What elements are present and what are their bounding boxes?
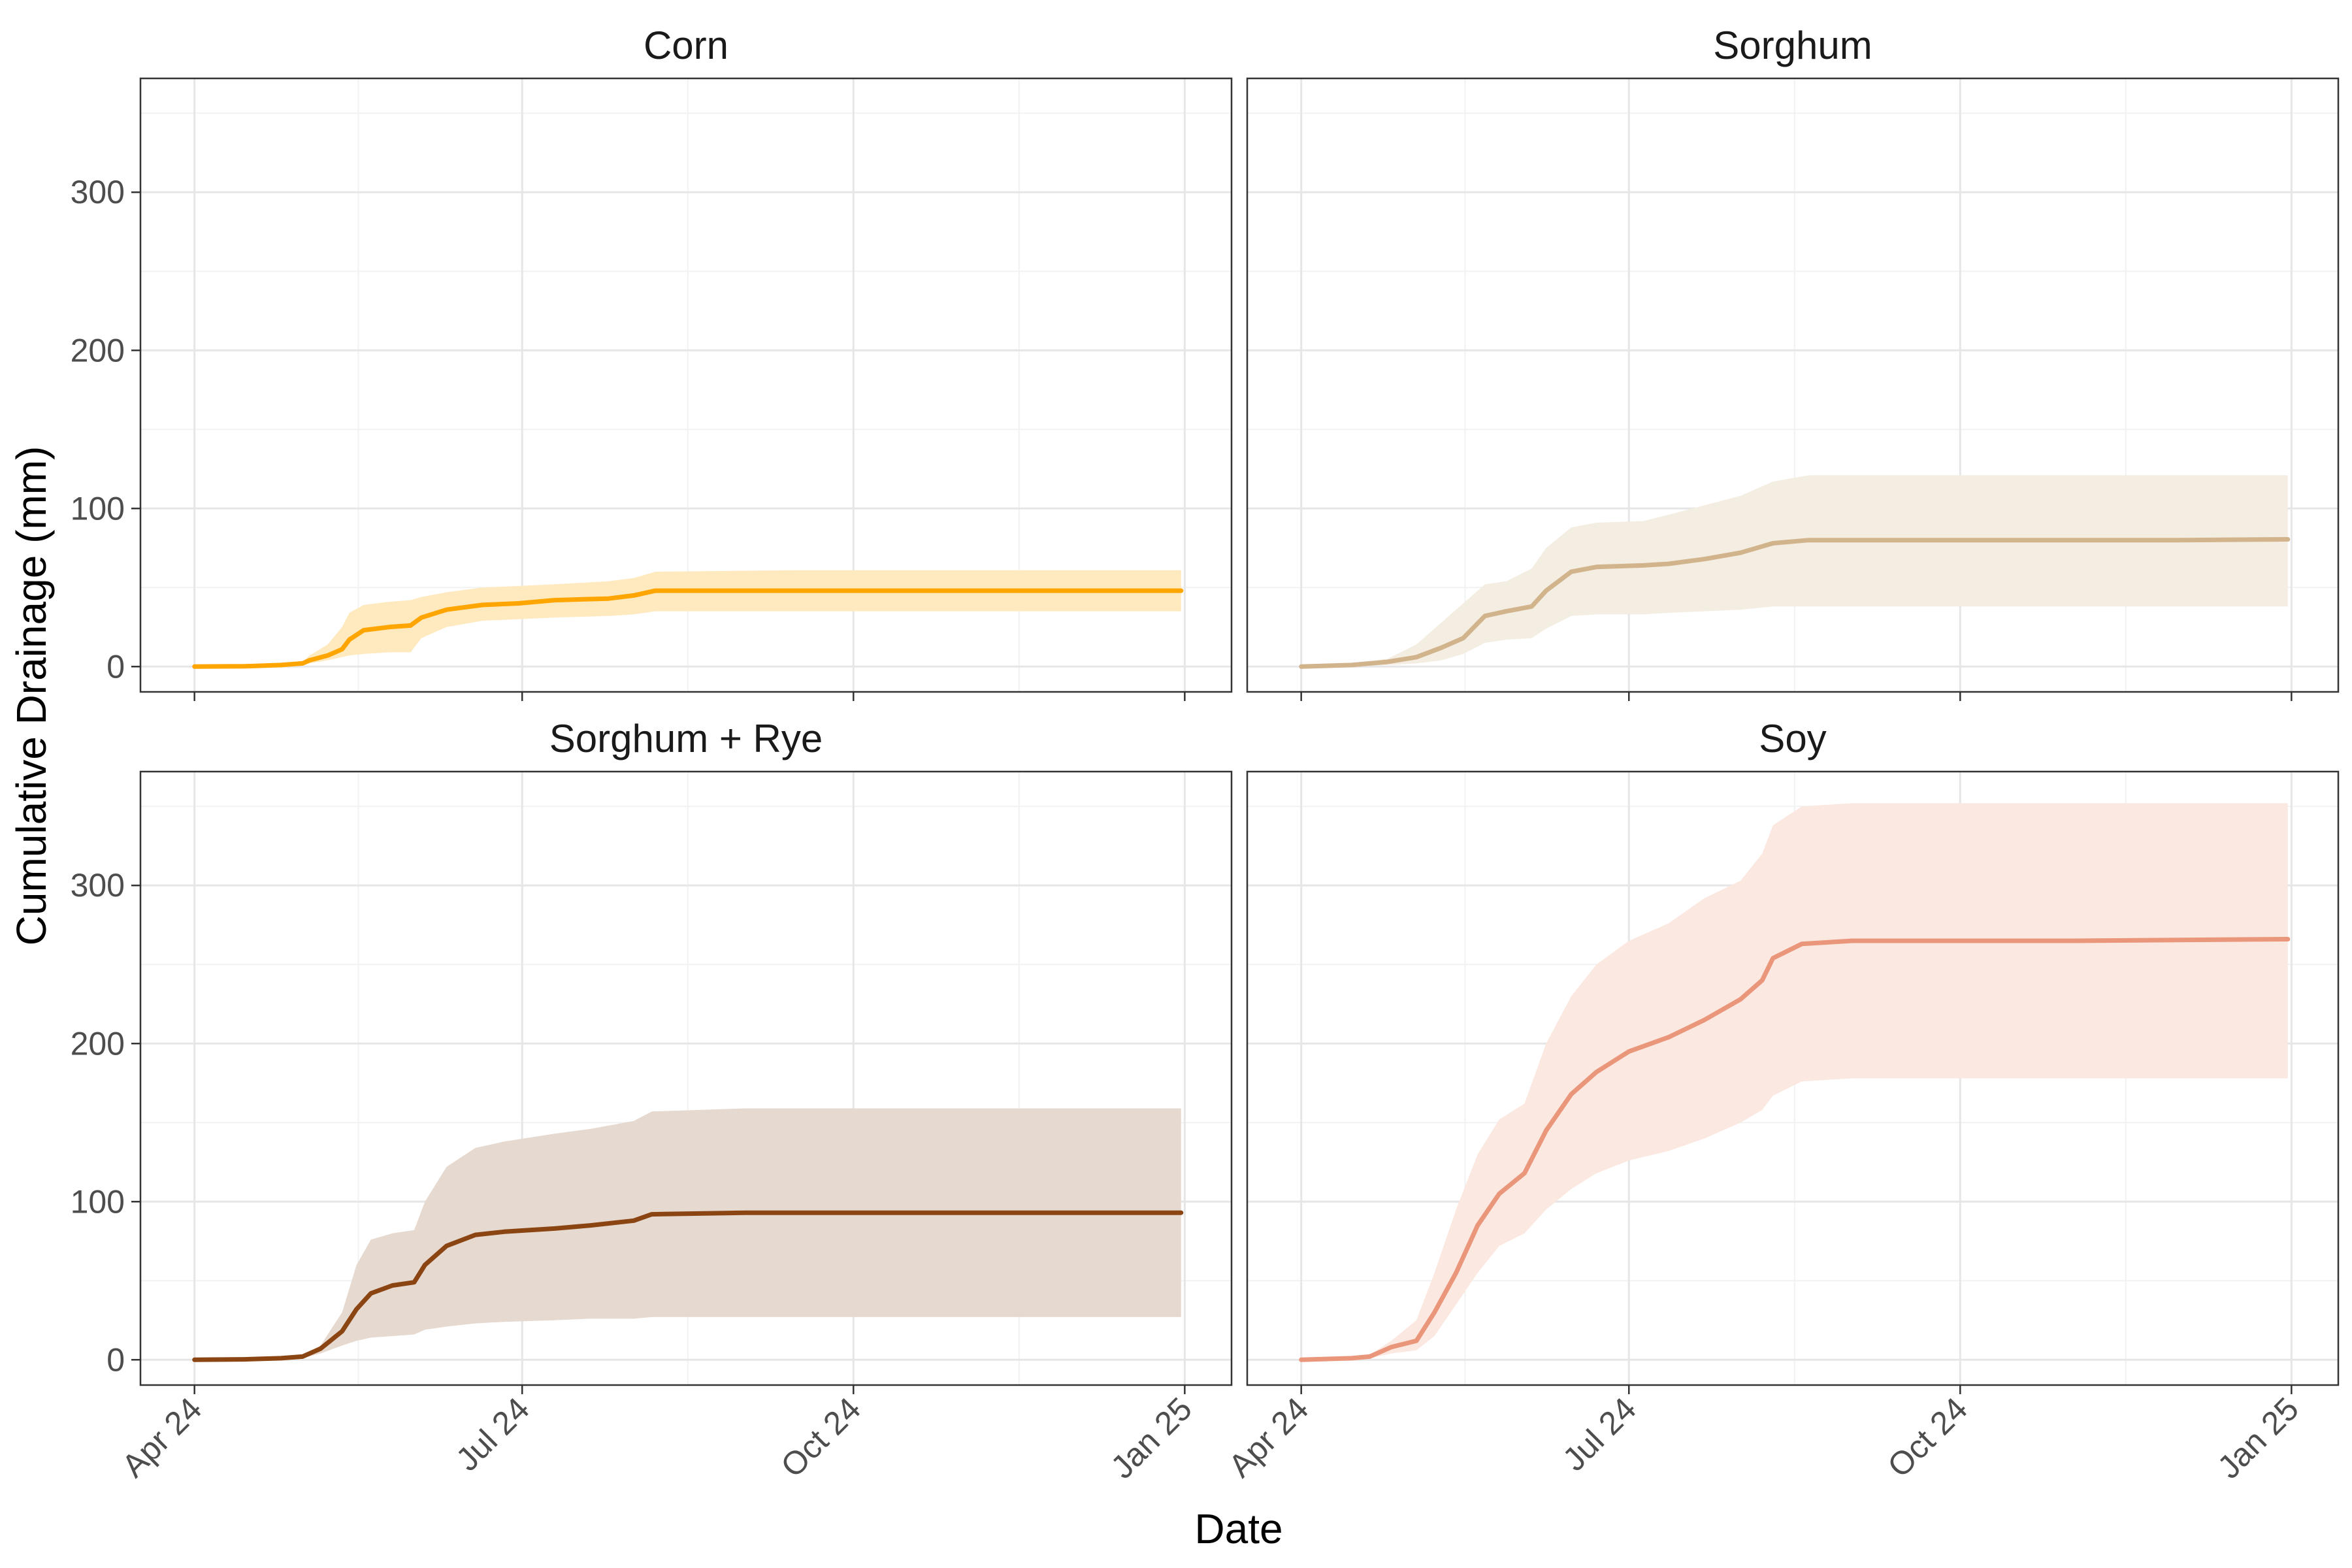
facet-title: Sorghum (1713, 24, 1872, 67)
series-line (192, 1210, 1184, 1362)
facet-panels: Corn Sorghum Sorghum + Rye Soy (139, 24, 2340, 1386)
series-line (192, 588, 1184, 669)
y-tick-label: 200 (71, 332, 125, 368)
facet-title: Soy (1759, 717, 1826, 760)
y-tick-label: 300 (71, 867, 125, 904)
y-tick-label: 100 (71, 1183, 125, 1220)
facet-panel: Sorghum (1246, 24, 2340, 693)
y-tick-label: 0 (106, 648, 125, 685)
facet-panel: Sorghum + Rye (139, 717, 1233, 1386)
x-axis-title: Date (1194, 1505, 1282, 1552)
facet-panel: Soy (1246, 717, 2340, 1386)
series-line (1299, 937, 2291, 1362)
y-tick-label: 300 (71, 174, 125, 210)
panel-border (139, 77, 1233, 693)
panel-border (1246, 77, 2340, 693)
uncertainty-band (194, 570, 1181, 667)
facet-title: Corn (644, 24, 728, 67)
uncertainty-band (194, 1108, 1181, 1360)
facet-panel: Corn (139, 24, 1233, 693)
y-tick-label: 200 (71, 1025, 125, 1062)
uncertainty-band (1301, 475, 2288, 667)
series-line (1299, 537, 2291, 669)
panel-border (139, 770, 1233, 1386)
y-tick-label: 100 (71, 490, 125, 527)
facet-title: Sorghum + Rye (549, 717, 823, 760)
panel-border (1246, 770, 2340, 1386)
y-axis-title: Cumulative Drainage (mm) (8, 446, 55, 946)
y-axis: 0 100 200 300 0 100 200 300 (71, 174, 140, 1378)
y-tick-label: 0 (106, 1341, 125, 1378)
